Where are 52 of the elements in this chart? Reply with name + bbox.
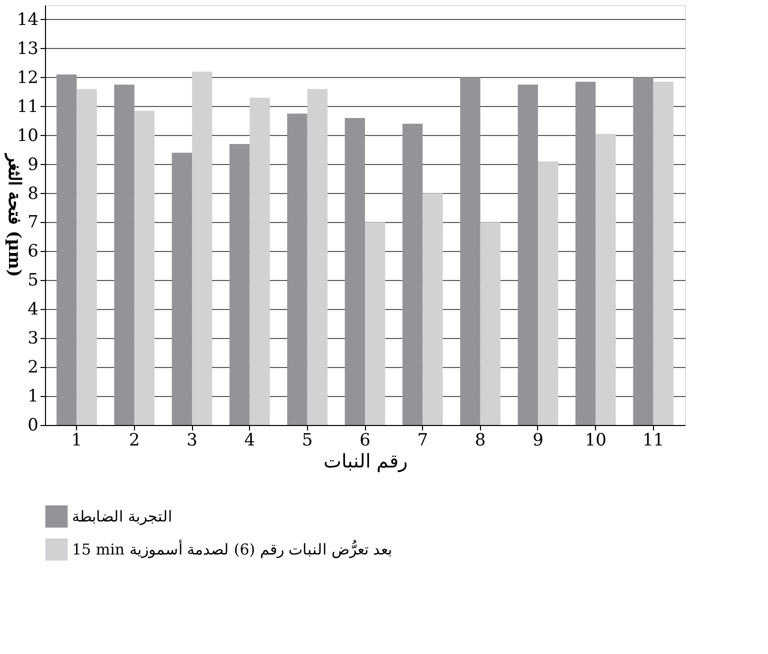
bar — [480, 222, 500, 425]
y-tick-label: 11 — [16, 96, 38, 117]
bar — [76, 89, 97, 425]
bar — [230, 144, 250, 425]
x-axis-title: رقم النبات — [323, 450, 408, 472]
bar — [344, 118, 365, 425]
x-tick-label: 1 — [71, 430, 82, 450]
bar — [653, 82, 674, 425]
bar — [365, 222, 386, 425]
y-tick-label: 9 — [28, 154, 38, 175]
bar — [287, 114, 308, 425]
bar — [56, 74, 77, 425]
x-tick-label: 5 — [302, 430, 313, 450]
bar — [192, 72, 212, 425]
y-tick-label: 14 — [16, 10, 38, 30]
y-tick-label: 0 — [28, 416, 38, 436]
y-tick-label: 5 — [28, 270, 38, 291]
x-tick-label: 9 — [532, 430, 544, 450]
y-tick-label: 2 — [28, 358, 38, 378]
bar — [307, 89, 328, 425]
bar — [575, 82, 596, 425]
y-tick-label: 8 — [28, 184, 38, 204]
y-tick-label: 3 — [28, 328, 38, 349]
y-tick-label: 10 — [16, 126, 38, 146]
bar — [134, 110, 155, 425]
y-axis-title: فتحة الثغر (µm) — [4, 152, 24, 278]
bar — [114, 84, 134, 425]
x-tick-label: 3 — [186, 430, 198, 450]
x-tick-label: 10 — [584, 430, 606, 450]
bar — [460, 77, 480, 425]
y-tick-label: 1 — [28, 386, 38, 407]
x-tick-label: 7 — [417, 430, 428, 450]
legend-label: التجربة الضابطة — [72, 508, 172, 526]
y-tick-label: 7 — [28, 212, 38, 233]
y-tick-label: 6 — [28, 242, 38, 262]
bar — [596, 134, 616, 425]
bar — [250, 98, 270, 425]
x-tick-label: 6 — [360, 430, 370, 450]
y-tick-label: 12 — [16, 68, 38, 88]
x-tick-label: 8 — [474, 430, 486, 450]
y-tick-label: 13 — [16, 38, 38, 59]
x-tick-label: 4 — [244, 430, 256, 450]
bar — [538, 161, 558, 425]
legend-label: 15 min بعد تعرُّض النبات رقم (6) لصدمة أسموزية — [72, 540, 392, 558]
bar — [172, 152, 192, 425]
x-tick-label: 2 — [128, 430, 140, 450]
bar — [518, 84, 538, 425]
bar — [422, 193, 443, 425]
bar — [402, 124, 423, 425]
bar — [633, 77, 654, 425]
x-tick-label: 11 — [642, 430, 664, 450]
y-tick-label: 4 — [28, 300, 38, 320]
